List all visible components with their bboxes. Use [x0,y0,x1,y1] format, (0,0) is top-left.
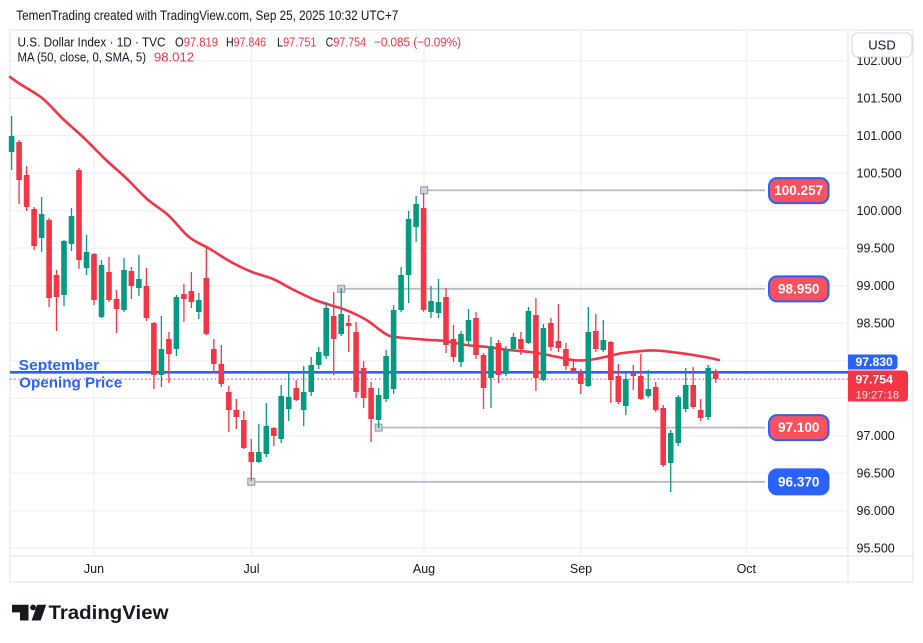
svg-text:Opening Price: Opening Price [19,375,122,391]
svg-text:H97.846: H97.846 [226,35,266,50]
svg-text:96.000: 96.000 [857,504,895,518]
svg-text:99.000: 99.000 [857,279,895,293]
svg-text:98.950: 98.950 [778,282,819,297]
svg-text:96.370: 96.370 [778,475,819,490]
svg-text:98.500: 98.500 [857,317,895,331]
svg-text:97.100: 97.100 [778,420,819,435]
svg-text:100.500: 100.500 [857,166,902,180]
svg-text:95.500: 95.500 [857,542,895,556]
svg-text:USD: USD [868,38,895,53]
svg-text:Jul: Jul [244,562,260,576]
svg-text:MA (50, close, 0, SMA, 5): MA (50, close, 0, SMA, 5) [18,49,147,64]
svg-text:101.500: 101.500 [857,91,902,105]
svg-text:TradingView: TradingView [49,602,170,624]
svg-text:97.830: 97.830 [856,355,893,369]
svg-text:97.754: 97.754 [856,373,893,387]
svg-text:TemenTrading created with Trad: TemenTrading created with TradingView.co… [16,7,398,23]
svg-text:97.000: 97.000 [857,429,895,443]
svg-text:−0.085 (−0.09%): −0.085 (−0.09%) [374,35,461,50]
svg-text:Jun: Jun [84,562,104,576]
svg-text:102.000: 102.000 [857,54,902,68]
svg-text:Aug: Aug [413,562,435,576]
svg-text:C97.754: C97.754 [326,35,367,50]
svg-text:100.000: 100.000 [857,204,902,218]
svg-text:99.500: 99.500 [857,241,895,255]
svg-text:Sep: Sep [570,562,592,576]
svg-text:100.257: 100.257 [774,183,823,198]
svg-text:101.000: 101.000 [857,129,902,143]
svg-text:96.500: 96.500 [857,467,895,481]
svg-text:L97.751: L97.751 [277,35,317,50]
svg-text:98.012: 98.012 [154,49,194,64]
svg-text:U.S. Dollar Index · 1D · TVC: U.S. Dollar Index · 1D · TVC [18,35,166,50]
svg-text:September: September [19,358,100,374]
svg-text:19:27:18: 19:27:18 [856,389,900,401]
svg-text:Oct: Oct [737,562,757,576]
svg-text:O97.819: O97.819 [175,35,218,50]
